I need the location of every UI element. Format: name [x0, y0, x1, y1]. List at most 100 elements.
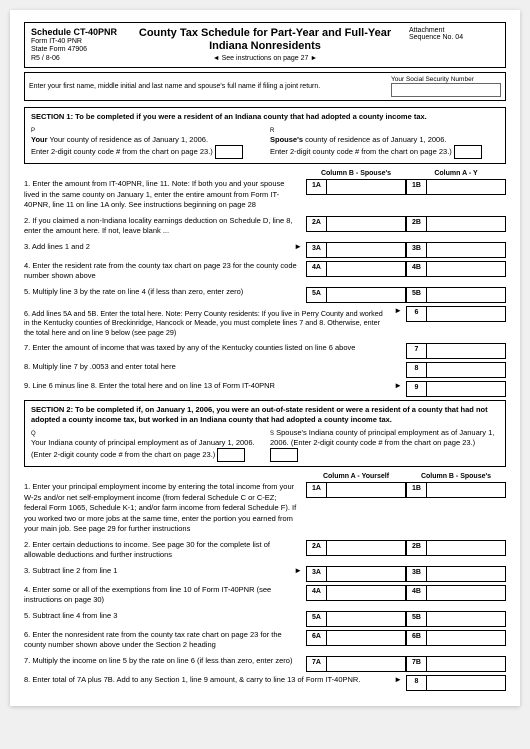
s2-row-3: 3. Subtract line 2 from line 1 ► 3A 3B — [24, 566, 506, 582]
s2-line1-text: 1. Enter your principal employment incom… — [24, 482, 306, 535]
your-emp-code-input[interactable] — [217, 448, 245, 462]
cell-s2-6b[interactable]: 6B — [406, 630, 506, 646]
revision: R5 / 8-06 — [31, 55, 121, 63]
spouse-emp-code-input[interactable] — [270, 448, 298, 462]
spouse-county-text: county of residence as of January 1, 200… — [305, 135, 446, 144]
s2-line3-text: 3. Subtract line 2 from line 1 — [24, 566, 290, 577]
cell-s2-5b[interactable]: 5B — [406, 611, 506, 627]
col-a-hdr: Column B - Spouse's — [306, 170, 406, 177]
ssn-input[interactable] — [391, 83, 501, 97]
col-a-hdr-2: Column A - Yourself — [306, 473, 406, 480]
s2-line8-text: 8. Enter total of 7A plus 7B. Add to any… — [24, 675, 390, 686]
col-b-hdr: Column A - Y — [406, 170, 506, 177]
section-1-title: SECTION 1: To be completed if you were a… — [31, 112, 499, 122]
form-title-2: Indiana Nonresidents — [129, 40, 401, 53]
your-county-code-input[interactable] — [215, 145, 243, 159]
s2-row-4: 4. Enter some or all of the exemptions f… — [24, 585, 506, 608]
s2-row-2: 2. Enter certain deductions to income. S… — [24, 540, 506, 563]
s2-row-1: 1. Enter your principal employment incom… — [24, 482, 506, 537]
see-instructions: ◄ See instructions on page 27 ► — [129, 55, 401, 62]
form-header: Schedule CT-40PNR Form IT-40 PNR State F… — [24, 22, 506, 68]
cell-s2-4b[interactable]: 4B — [406, 585, 506, 601]
spouse-county-code-input[interactable] — [454, 145, 482, 159]
arrow-icon: ► — [390, 675, 406, 684]
cell-5b[interactable]: 5B — [406, 287, 506, 303]
enter-2digit-2: Enter 2-digit county code # from the cha… — [270, 147, 452, 156]
cell-s2-2b[interactable]: 2B — [406, 540, 506, 556]
s2-line6-text: 6. Enter the nonresident rate from the c… — [24, 630, 306, 651]
spouse-employment-text: Spouse's Indiana county of principal emp… — [270, 428, 494, 447]
cell-3b[interactable]: 3B — [406, 242, 506, 258]
col-b-hdr-2: Column B - Spouse's — [406, 473, 506, 480]
cell-s2-4a[interactable]: 4A — [306, 585, 406, 601]
arrow-icon: ► — [390, 381, 406, 390]
s2-line4-text: 4. Enter some or all of the exemptions f… — [24, 585, 306, 606]
form-code: Form IT-40 PNR — [31, 38, 121, 46]
state-form: State Form 47906 — [31, 46, 121, 54]
your-county-label: Your — [31, 135, 48, 144]
cell-1b[interactable]: 1B — [406, 179, 506, 195]
s1-line3-text: 3. Add lines 1 and 2 — [24, 242, 290, 253]
header-right: Attachment Sequence No. 04 — [409, 27, 499, 63]
cell-2a[interactable]: 2A — [306, 216, 406, 232]
cell-s2-3b[interactable]: 3B — [406, 566, 506, 582]
s2-line2-text: 2. Enter certain deductions to income. S… — [24, 540, 306, 561]
s1-row-7: 7. Enter the amount of income that was t… — [24, 343, 506, 359]
s2-line5-text: 5. Subtract line 4 from line 3 — [24, 611, 306, 622]
s1-row-3: 3. Add lines 1 and 2 ► 3A 3B — [24, 242, 506, 258]
your-county-text: Your county of residence as of January 1… — [49, 135, 208, 144]
s1-row-4: 4. Enter the resident rate from the coun… — [24, 261, 506, 284]
ssn-label: Your Social Security Number — [391, 76, 474, 83]
cell-7[interactable]: 7 — [406, 343, 506, 359]
cell-s2-8[interactable]: 8 — [406, 675, 506, 691]
s1-line9-text: 9. Line 6 minus line 8. Enter the total … — [24, 381, 390, 392]
arrow-icon: ► — [390, 306, 406, 315]
header-mid: County Tax Schedule for Part-Year and Fu… — [129, 27, 401, 63]
cell-4a[interactable]: 4A — [306, 261, 406, 277]
s1-line5-text: 5. Multiply line 3 by the rate on line 4… — [24, 287, 306, 298]
name-instruction: Enter your first name, middle initial an… — [29, 83, 320, 90]
col-headers-s2: Column A - Yourself Column B - Spouse's — [24, 473, 506, 480]
s2-row-7: 7. Multiply the income on line 5 by the … — [24, 656, 506, 672]
s1-row-5: 5. Multiply line 3 by the rate on line 4… — [24, 287, 506, 303]
name-ssn-box: Enter your first name, middle initial an… — [24, 72, 506, 101]
cell-s2-2a[interactable]: 2A — [306, 540, 406, 556]
cell-9[interactable]: 9 — [406, 381, 506, 397]
s1-line6-text: 6. Add lines 5A and 5B. Enter the total … — [24, 309, 390, 337]
s2-row-6: 6. Enter the nonresident rate from the c… — [24, 630, 506, 653]
cell-s2-7a[interactable]: 7A — [306, 656, 406, 672]
schedule-code: Schedule CT-40PNR — [31, 27, 121, 38]
cell-s2-7b[interactable]: 7B — [406, 656, 506, 672]
cell-6[interactable]: 6 — [406, 306, 506, 322]
form-title-1: County Tax Schedule for Part-Year and Fu… — [129, 27, 401, 40]
cell-s2-3a[interactable]: 3A — [306, 566, 406, 582]
sequence-no: Sequence No. 04 — [409, 34, 499, 41]
s1-line1-text: 1. Enter the amount from IT-40PNR, line … — [24, 179, 306, 211]
s2-row-8: 8. Enter total of 7A plus 7B. Add to any… — [24, 675, 506, 691]
s1-row-2: 2. If you claimed a non-Indiana locality… — [24, 216, 506, 239]
cell-1a[interactable]: 1A — [306, 179, 406, 195]
section-2-title: SECTION 2: To be completed if, on Januar… — [31, 405, 499, 425]
cell-s2-6a[interactable]: 6A — [306, 630, 406, 646]
s1-line4-text: 4. Enter the resident rate from the coun… — [24, 261, 306, 282]
cell-5a[interactable]: 5A — [306, 287, 406, 303]
col-headers-s1: Column B - Spouse's Column A - Y — [24, 170, 506, 177]
s1-row-9: 9. Line 6 minus line 8. Enter the total … — [24, 381, 506, 397]
cell-s2-1a[interactable]: 1A — [306, 482, 406, 498]
cell-3a[interactable]: 3A — [306, 242, 406, 258]
section-2-box: SECTION 2: To be completed if, on Januar… — [24, 400, 506, 468]
s1-line8-text: 8. Multiply line 7 by .0053 and enter to… — [24, 362, 406, 373]
s1-row-1: 1. Enter the amount from IT-40PNR, line … — [24, 179, 506, 213]
enter-2digit-1: Enter 2-digit county code # from the cha… — [31, 147, 213, 156]
cell-8[interactable]: 8 — [406, 362, 506, 378]
tax-form-page: Schedule CT-40PNR Form IT-40 PNR State F… — [10, 10, 520, 706]
cell-2b[interactable]: 2B — [406, 216, 506, 232]
arrow-icon: ► — [290, 566, 306, 575]
s1-line7-text: 7. Enter the amount of income that was t… — [24, 343, 406, 354]
cell-s2-1b[interactable]: 1B — [406, 482, 506, 498]
s1-row-8: 8. Multiply line 7 by .0053 and enter to… — [24, 362, 506, 378]
cell-s2-5a[interactable]: 5A — [306, 611, 406, 627]
cell-4b[interactable]: 4B — [406, 261, 506, 277]
header-left: Schedule CT-40PNR Form IT-40 PNR State F… — [31, 27, 121, 63]
section-1-box: SECTION 1: To be completed if you were a… — [24, 107, 506, 164]
